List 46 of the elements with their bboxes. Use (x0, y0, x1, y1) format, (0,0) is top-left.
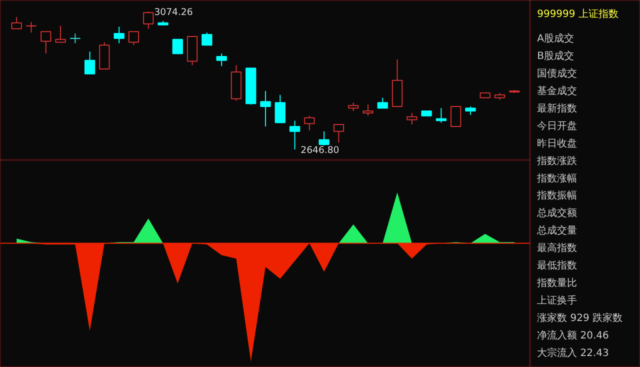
candlestick (216, 53, 227, 67)
text: 指数振幅 (536, 190, 578, 202)
text: A股成交 (537, 32, 574, 44)
candlestick (406, 112, 418, 126)
text: 净流入额 20.46 (537, 330, 609, 342)
candlestick (450, 106, 462, 127)
text: B股成交 (537, 50, 574, 62)
candlestick (26, 21, 37, 34)
candlestick (318, 130, 330, 146)
text: 总成交量 (536, 224, 578, 237)
text: 指数量比 (536, 277, 578, 290)
annotation: 2646.80 (300, 144, 340, 156)
candlestick (304, 115, 315, 131)
text: 昨日收盘 (537, 137, 578, 150)
candlestick (40, 31, 52, 54)
candlestick (362, 104, 374, 116)
text: 上证换手 (537, 294, 578, 307)
text: 指数涨跌 (536, 154, 578, 167)
text: 999999 上证指数 (537, 8, 618, 20)
candlestick (260, 90, 271, 127)
annotation: 3074.26 (154, 7, 193, 18)
candlestick (70, 33, 80, 44)
candlestick (99, 42, 110, 70)
candlestick (333, 124, 344, 144)
candlestick (377, 97, 388, 109)
candlestick (274, 94, 286, 124)
text: 今日开盘 (537, 120, 578, 132)
candlestick (84, 51, 96, 74)
text: 基金成交 (537, 84, 578, 97)
candlestick (289, 120, 300, 150)
candlestick (202, 32, 212, 46)
text: 最高指数 (537, 242, 578, 254)
text: 大宗流入 22.43 (537, 347, 609, 360)
candlestick (128, 31, 140, 46)
candlestick (172, 38, 183, 54)
candlestick (436, 108, 447, 124)
text: 指数涨幅 (536, 172, 578, 184)
candlestick (55, 25, 66, 43)
text: 总成交额 (536, 207, 578, 220)
candlestick (11, 16, 22, 30)
text: 最新指数 (537, 102, 578, 114)
candlestick (143, 11, 154, 30)
candlestick (114, 26, 124, 44)
text: 最低指数 (537, 260, 578, 272)
text: 涨家数 929 跌家数 (537, 312, 623, 324)
text: 国债成交 (537, 67, 578, 80)
